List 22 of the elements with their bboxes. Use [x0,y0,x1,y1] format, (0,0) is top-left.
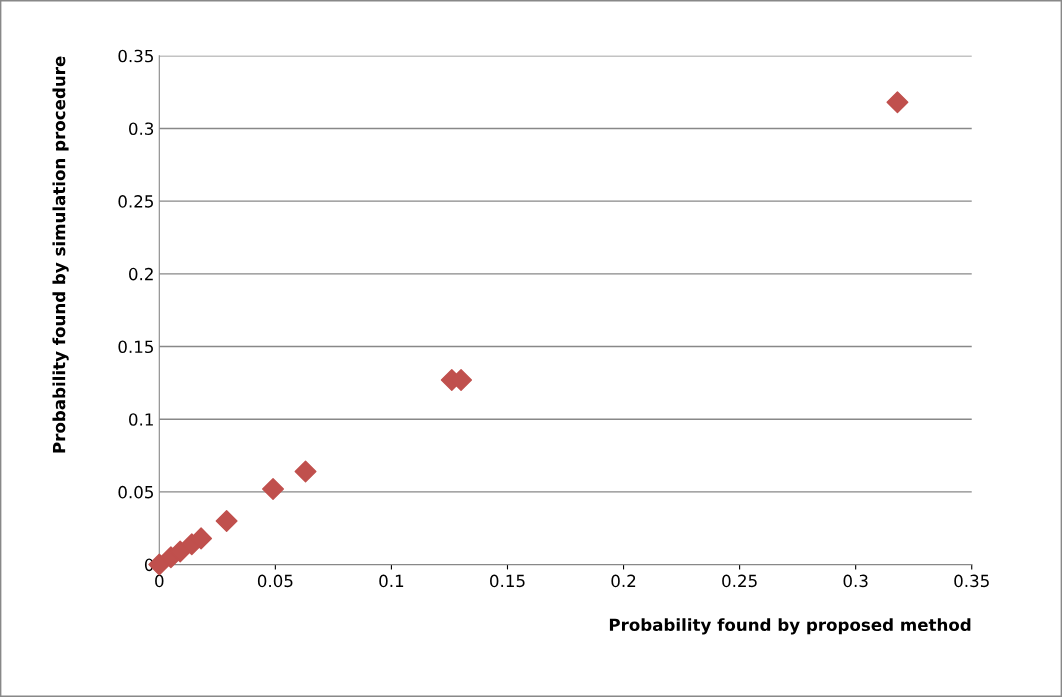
y-tick-label: 0.15 [118,340,153,354]
x-tick-label: 0.1 [379,574,404,588]
x-tick-label: 0.05 [257,574,293,588]
point [294,460,317,483]
y-tick-label: 0.25 [118,195,153,208]
x-tick-label: 0.35 [954,574,989,588]
x-tick-label: 0.2 [611,574,636,588]
point [262,477,285,500]
y-tick-label: 0.1 [129,413,153,426]
y-tick-label: 0.05 [118,485,153,499]
x-axis-title: Probability found by proposed method [609,618,971,635]
x-tick-label: 0.15 [490,574,525,588]
x-tick-label: 0 [155,574,164,588]
y-tick-label: 0.3 [129,122,154,136]
point [215,509,238,532]
point [190,527,213,550]
point [886,91,909,114]
y-axis-title: Probability found by simulation procedure [52,56,69,453]
y-tick-label: 0.2 [129,267,153,281]
x-tick-label: 0.3 [843,574,868,588]
y-tick-label: 0.35 [118,49,153,63]
x-tick-label: 0.25 [722,574,757,588]
